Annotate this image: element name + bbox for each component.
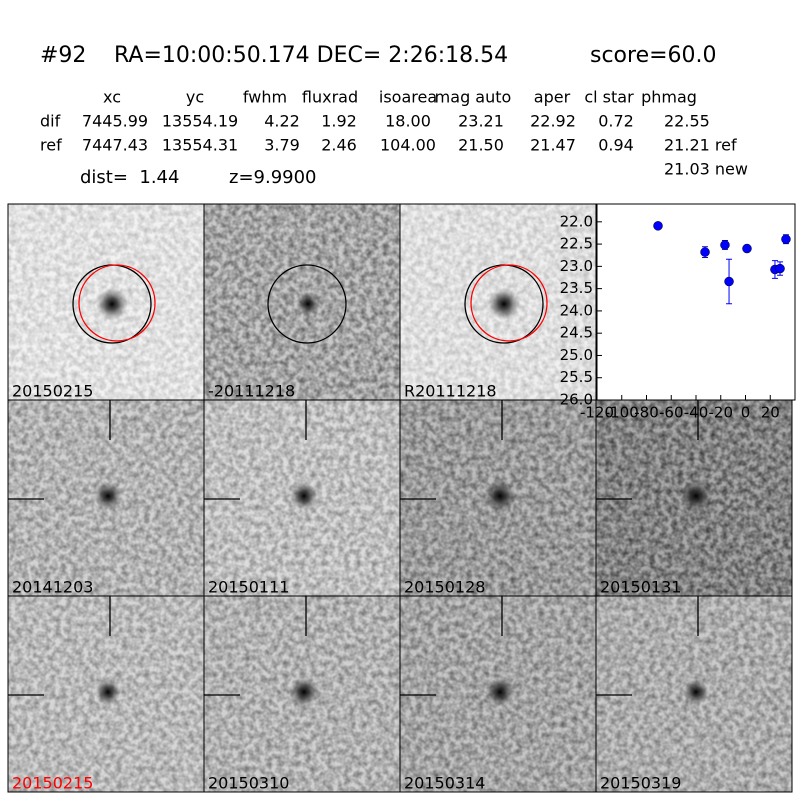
panel-label: 20150310 <box>208 774 289 793</box>
table-cell: 3.79 <box>264 136 300 155</box>
x-tick-label: -40 <box>684 404 709 422</box>
x-tick-label: -100 <box>605 404 639 422</box>
y-tick-label: 26.0 <box>560 391 593 409</box>
table-cell: 1.92 <box>321 112 357 131</box>
panel-border <box>595 595 793 793</box>
y-tick-label: 25.5 <box>560 368 593 386</box>
column-header: phmag <box>641 88 697 107</box>
x-tick-label: 20 <box>761 404 780 422</box>
table-cell: 13554.19 <box>162 112 238 131</box>
source <box>296 292 320 316</box>
table-cell: 7445.99 <box>82 112 148 131</box>
panel-label: R20111218 <box>404 382 497 401</box>
point <box>700 247 710 257</box>
source <box>484 480 516 512</box>
table-cell: 22.55 <box>664 112 710 131</box>
distance: dist= 1.44 <box>80 167 179 188</box>
x-tick-label: -20 <box>709 404 734 422</box>
lightcurve: 22.0 22.5 23.0 23.5 24.0 24.5 25.0 25.5 26.0-120… <box>560 203 796 422</box>
table-cell: 4.22 <box>264 112 300 131</box>
table-cell: 21.21 ref <box>664 136 737 155</box>
y-tick-label: 22.5 <box>560 235 593 253</box>
table-cell: 18.00 <box>385 112 431 131</box>
y-tick-label: 24.5 <box>560 324 593 342</box>
table-cell: 13554.31 <box>162 136 238 155</box>
panel-label: 20141203 <box>12 578 93 597</box>
column-header: fwhm <box>243 88 287 107</box>
source <box>95 679 121 705</box>
table-cell: 21.50 <box>458 136 504 155</box>
y-tick-label: 24.0 <box>560 301 593 319</box>
column-header: yc <box>186 88 204 107</box>
source <box>485 677 515 707</box>
panels: 20150215 -20111218 R20111218 20141203 201501… <box>7 203 793 793</box>
row-label: ref <box>40 136 62 155</box>
panel-label: 20150111 <box>208 578 289 597</box>
panel-label: 20150215 <box>12 774 93 793</box>
x-tick-label: -120 <box>580 404 614 422</box>
y-tick-label: 23.0 <box>560 257 593 275</box>
column-header: isoarea <box>379 88 437 107</box>
new-circle <box>470 264 548 342</box>
source <box>94 482 122 510</box>
panel-label: 20150314 <box>404 774 485 793</box>
coordinates: RA=10:00:50.174 DEC= 2:26:18.54 <box>114 43 508 68</box>
x-tick-label: -60 <box>659 404 684 422</box>
plot-frame <box>596 203 796 401</box>
y-tick-label: 22.0 <box>560 212 593 230</box>
table-cell: 7447.43 <box>82 136 148 155</box>
source <box>289 677 319 707</box>
panel-label: -20111218 <box>208 382 295 401</box>
point <box>720 240 730 250</box>
score: score=60.0 <box>590 43 717 68</box>
point <box>775 263 785 274</box>
table-cell: 23.21 <box>458 112 504 131</box>
column-header: cl star <box>584 88 634 107</box>
table-cell: 104.00 <box>380 136 436 155</box>
source <box>488 288 520 320</box>
table-cell: 0.72 <box>598 112 634 131</box>
source <box>680 480 712 512</box>
point <box>653 221 663 231</box>
y-tick-label: 23.5 <box>560 279 593 297</box>
phmag-new: 21.03 new <box>664 160 748 179</box>
column-header: xc <box>103 88 121 107</box>
new-circle <box>78 264 156 342</box>
table-cell: 21.47 <box>530 136 576 155</box>
table-cell: 0.94 <box>598 136 634 155</box>
redshift: z=9.9900 <box>229 167 317 188</box>
panel-label: 20150131 <box>600 578 681 597</box>
point <box>742 243 752 254</box>
ref-circle <box>267 264 347 344</box>
point <box>781 234 791 244</box>
column-header: aper <box>534 88 571 107</box>
y-tick-label: 25.0 <box>560 346 593 364</box>
row-label: dif <box>40 112 61 131</box>
panel-label: 20150128 <box>404 578 485 597</box>
panel-label: 20150319 <box>600 774 681 793</box>
plot-area <box>597 204 795 400</box>
point <box>724 276 734 287</box>
candidate-id: #92 <box>40 43 86 68</box>
x-tick-label: 0 <box>741 404 751 422</box>
column-header: fluxrad <box>302 88 358 107</box>
source <box>683 679 709 705</box>
source <box>290 482 318 510</box>
panel-label: 20150215 <box>12 382 93 401</box>
source <box>96 288 128 320</box>
table-cell: 2.46 <box>321 136 357 155</box>
table-cell: 22.92 <box>530 112 576 131</box>
x-tick-label: -80 <box>634 404 659 422</box>
column-header: mag auto <box>435 88 512 107</box>
